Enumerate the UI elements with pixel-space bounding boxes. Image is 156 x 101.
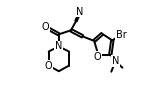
- Text: N: N: [112, 56, 119, 66]
- Text: N: N: [55, 41, 63, 52]
- Text: Br: Br: [116, 30, 126, 40]
- Text: O: O: [45, 61, 53, 71]
- Text: O: O: [93, 52, 101, 62]
- Text: O: O: [41, 22, 49, 32]
- Text: N: N: [76, 7, 83, 17]
